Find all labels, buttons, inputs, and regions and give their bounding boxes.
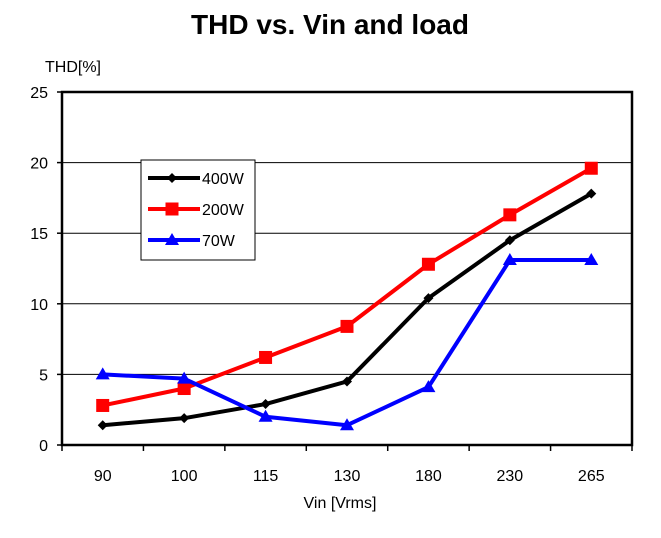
data-point-70w bbox=[584, 253, 599, 266]
data-point-200w bbox=[259, 350, 273, 364]
data-point-70w bbox=[177, 371, 192, 384]
x-tick-label: 130 bbox=[334, 468, 361, 485]
y-tick-label: 15 bbox=[30, 226, 48, 243]
plot-area bbox=[60, 90, 634, 447]
data-point-200w bbox=[96, 398, 110, 412]
data-point-400w bbox=[97, 420, 108, 431]
legend-label-200w: 200W bbox=[202, 202, 245, 219]
x-tick-label: 100 bbox=[171, 468, 198, 485]
data-point-200w bbox=[421, 257, 435, 271]
series-400w bbox=[97, 188, 597, 431]
y-tick-label: 0 bbox=[39, 438, 48, 455]
data-point-70w bbox=[340, 418, 354, 431]
data-point-200w bbox=[584, 161, 598, 175]
series-200w bbox=[96, 161, 598, 412]
data-point-400w bbox=[423, 293, 434, 304]
chart-title: THD vs. Vin and load bbox=[191, 9, 469, 40]
legend-marker-200w bbox=[165, 202, 179, 216]
x-tick-label: 230 bbox=[497, 468, 524, 485]
data-point-400w bbox=[260, 399, 271, 410]
y-tick-label: 10 bbox=[30, 297, 48, 314]
data-point-70w bbox=[502, 253, 517, 266]
data-point-400w bbox=[586, 188, 597, 199]
y-axis-label: THD[%] bbox=[45, 59, 101, 76]
y-tick-label: 20 bbox=[30, 156, 48, 173]
data-point-200w bbox=[177, 382, 191, 396]
legend-label-70w: 70W bbox=[202, 233, 236, 250]
data-point-400w bbox=[342, 376, 352, 387]
series-line-70w bbox=[102, 258, 592, 428]
legend-marker-70w bbox=[165, 233, 179, 245]
data-point-70w bbox=[95, 367, 110, 380]
data-point-200w bbox=[340, 319, 354, 333]
y-tick-label: 25 bbox=[30, 85, 48, 102]
legend-label-400w: 400W bbox=[202, 171, 245, 188]
x-tick-label: 115 bbox=[253, 468, 279, 485]
y-tick-label: 5 bbox=[39, 367, 48, 384]
data-point-200w bbox=[503, 208, 517, 222]
legend-marker-400w bbox=[167, 173, 177, 183]
x-tick-label: 180 bbox=[415, 468, 442, 485]
data-point-400w bbox=[504, 235, 515, 246]
data-point-400w bbox=[179, 413, 190, 424]
data-point-70w bbox=[421, 380, 436, 393]
legend: 400W 200W 70W bbox=[140, 159, 256, 261]
data-point-70w bbox=[258, 409, 273, 422]
series-70w bbox=[95, 253, 599, 431]
x-tick-label: 265 bbox=[578, 468, 605, 485]
x-tick-label: 90 bbox=[94, 468, 112, 485]
x-axis-label: Vin [Vrms] bbox=[304, 495, 377, 512]
